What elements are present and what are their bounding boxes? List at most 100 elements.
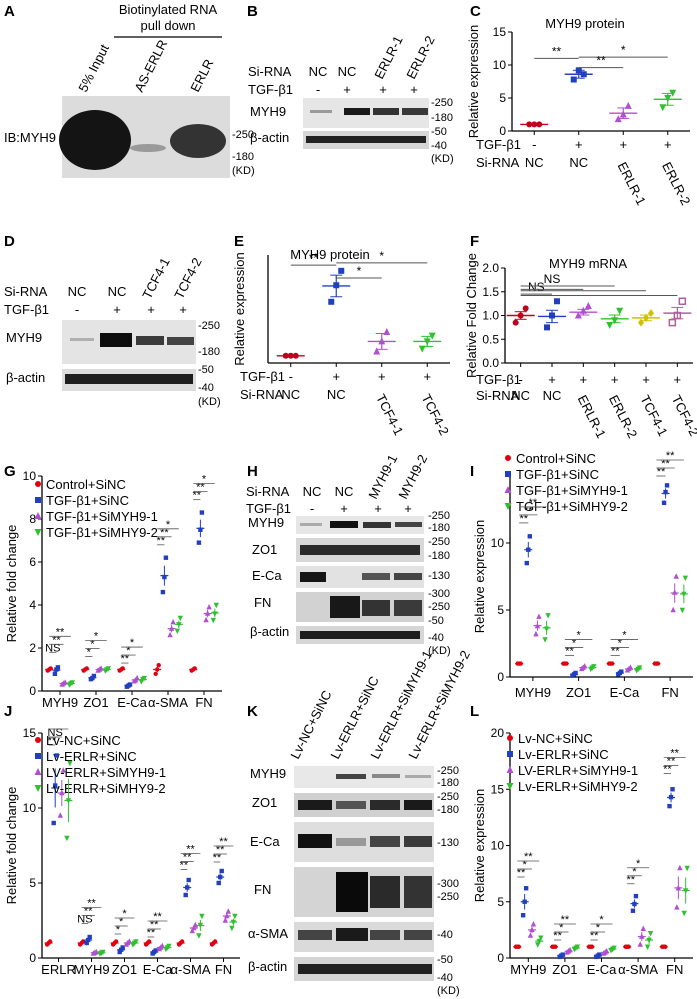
data-point [163, 555, 169, 560]
blot-band [404, 800, 432, 810]
data-point [183, 892, 188, 898]
data-point [533, 630, 539, 637]
x-tick-label: ERLR-2 [659, 160, 693, 208]
y-tick-label: 0.0 [482, 356, 499, 370]
panel-letter: F [470, 233, 479, 250]
significance-label: ** [529, 497, 538, 509]
tgf-mark: + [674, 372, 682, 387]
significance-label: NS [45, 642, 60, 654]
x-tick-label: MYH9 [510, 962, 546, 977]
data-point [52, 671, 58, 676]
data-point [624, 101, 632, 109]
marker-label: -180 [198, 346, 220, 358]
marker-label: -180 [431, 112, 453, 124]
data-point [638, 318, 644, 327]
significance-label: NS [544, 272, 561, 286]
y-axis-label: Relative expression [472, 520, 487, 633]
data-point [574, 944, 581, 950]
y-tick-label: 0 [497, 670, 504, 684]
legend-label: TGF-β1+SiMHY9-2 [46, 525, 158, 540]
marker-label: -40 [428, 632, 444, 644]
y-tick-label: 20 [491, 726, 505, 740]
marker-label: -50 [428, 615, 444, 627]
data-point [570, 76, 577, 83]
tgf-mark: + [332, 369, 340, 384]
data-point [616, 307, 624, 315]
marker-label: -250 [232, 129, 254, 141]
row-label: β-actin [250, 624, 289, 639]
data-point [670, 606, 676, 613]
x-tick-label: TCF4-1 [637, 393, 670, 439]
tgf-mark: - [289, 369, 293, 384]
significance-label: NS [48, 727, 63, 739]
data-point [637, 941, 643, 947]
data-point [673, 573, 679, 579]
significance-label: ** [180, 860, 189, 872]
data-point [67, 760, 73, 767]
row-label: MYH9 [6, 330, 42, 345]
y-axis-label: Relative Fold Change [464, 253, 479, 378]
data-point [57, 812, 63, 818]
marker-label: -40 [198, 382, 214, 394]
y-axis-label: Relative expression [472, 789, 487, 902]
data-point [156, 663, 161, 668]
data-point [504, 486, 512, 493]
data-point [64, 835, 70, 842]
data-point [545, 613, 551, 619]
lane-label: NC [335, 484, 354, 499]
blot-band [298, 800, 332, 810]
lane-label: NC [303, 484, 322, 499]
data-point [213, 602, 219, 609]
data-point [681, 910, 687, 917]
blot-band [372, 774, 400, 778]
data-point [186, 877, 191, 883]
x-tick-label: FN [195, 695, 212, 710]
legend-label: Control+SiNC [46, 477, 126, 492]
y-tick-label: 10 [491, 839, 505, 853]
data-point [418, 345, 426, 353]
significance-label: * [618, 638, 623, 650]
unit-label: (KD) [198, 396, 221, 408]
blot-image [296, 566, 424, 588]
tgf-mark: + [147, 302, 155, 317]
x-tick-label: α-SMA [148, 695, 188, 710]
data-point [678, 297, 687, 305]
data-point [527, 932, 534, 938]
legend-label: LV-ERLR+SiMYH9-1 [518, 763, 638, 778]
lane-label: MYH9-2 [395, 452, 430, 501]
blot-band [136, 336, 164, 345]
marker-label: -250 [437, 891, 459, 903]
sirna-label: Si-RNA [4, 284, 48, 299]
marker-label: -300 [428, 588, 450, 600]
y-tick-label: 15 [491, 782, 505, 796]
data-point [527, 534, 532, 539]
blot-band [370, 930, 400, 940]
y-tick-label: 10 [23, 469, 37, 483]
x-tick-label: α-SMA [618, 962, 658, 977]
significance-label: ** [196, 482, 205, 494]
y-tick-label: 15 [23, 726, 37, 740]
significance-label: ** [147, 927, 156, 939]
row-label: β-actin [248, 959, 287, 974]
lane-label: NC [108, 284, 127, 299]
marker-label: -40 [431, 140, 447, 152]
significance-label: ** [565, 646, 574, 658]
marker-label: -180 [232, 151, 254, 163]
significance-label: * [94, 631, 99, 643]
y-tick-label: 1.5 [482, 285, 499, 299]
data-point [117, 949, 122, 955]
significance-label: ** [666, 450, 675, 462]
blot-band [310, 110, 332, 113]
data-point [196, 540, 202, 545]
data-point [648, 309, 654, 318]
data-point [174, 628, 180, 634]
blot-band [300, 545, 420, 555]
significance-label: * [636, 858, 641, 870]
y-tick-label: 5 [29, 876, 36, 890]
row-label: Si-RNA [476, 155, 520, 170]
significance-label: ** [611, 646, 620, 658]
blot-band [344, 108, 370, 115]
data-point [216, 880, 221, 886]
panel-d: D Si-RNA TGF-β1 NC NC TCF4-1 TCF4-2 - + … [4, 233, 221, 408]
